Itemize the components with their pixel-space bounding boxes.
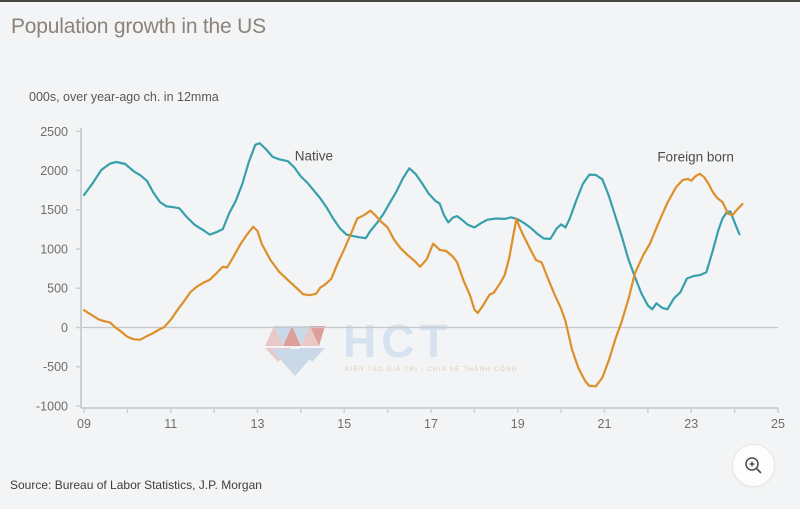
chart-units-label: 000s, over year-ago ch. in 12mma bbox=[29, 90, 219, 104]
top-border bbox=[0, 0, 800, 2]
y-tick-label: 1500 bbox=[40, 203, 68, 217]
x-tick-label: 15 bbox=[337, 417, 351, 431]
x-tick-label: 17 bbox=[424, 417, 438, 431]
source-note: Source: Bureau of Labor Statistics, J.P.… bbox=[10, 478, 262, 492]
x-tick-label: 09 bbox=[77, 417, 91, 431]
x-tick-label: 13 bbox=[251, 417, 265, 431]
magnifier-plus-icon bbox=[744, 456, 761, 473]
watermark-text: HCT bbox=[343, 315, 453, 367]
y-tick-label: 500 bbox=[47, 282, 68, 296]
x-tick-label: 21 bbox=[598, 417, 612, 431]
series-label: Native bbox=[295, 148, 333, 163]
x-tick-label: 23 bbox=[684, 417, 698, 431]
y-tick-label: 2500 bbox=[40, 125, 68, 139]
watermark: HCT KIẾN TẠO GIÁ TRỊ - CHIA SẺ THÀNH CÔN… bbox=[263, 315, 517, 380]
x-tick-label: 19 bbox=[511, 417, 525, 431]
y-tick-label: 2000 bbox=[40, 164, 68, 178]
series-label: Foreign born bbox=[657, 149, 734, 164]
series-line-native bbox=[82, 142, 741, 311]
y-tick-label: 0 bbox=[61, 321, 68, 335]
page-title: Population growth in the US bbox=[11, 15, 266, 38]
y-tick-label: -1000 bbox=[36, 399, 68, 413]
x-tick-label: 25 bbox=[771, 417, 785, 431]
watermark-diamond-icon bbox=[265, 326, 325, 376]
x-tick-label: 11 bbox=[164, 417, 177, 431]
zoom-in-button[interactable] bbox=[732, 444, 775, 487]
watermark-slogan: KIẾN TẠO GIÁ TRỊ - CHIA SẺ THÀNH CÔNG bbox=[345, 366, 518, 373]
y-tick-label: -500 bbox=[43, 360, 68, 374]
y-tick-label: 1000 bbox=[40, 242, 68, 256]
series-line-foreign-born bbox=[82, 172, 744, 388]
